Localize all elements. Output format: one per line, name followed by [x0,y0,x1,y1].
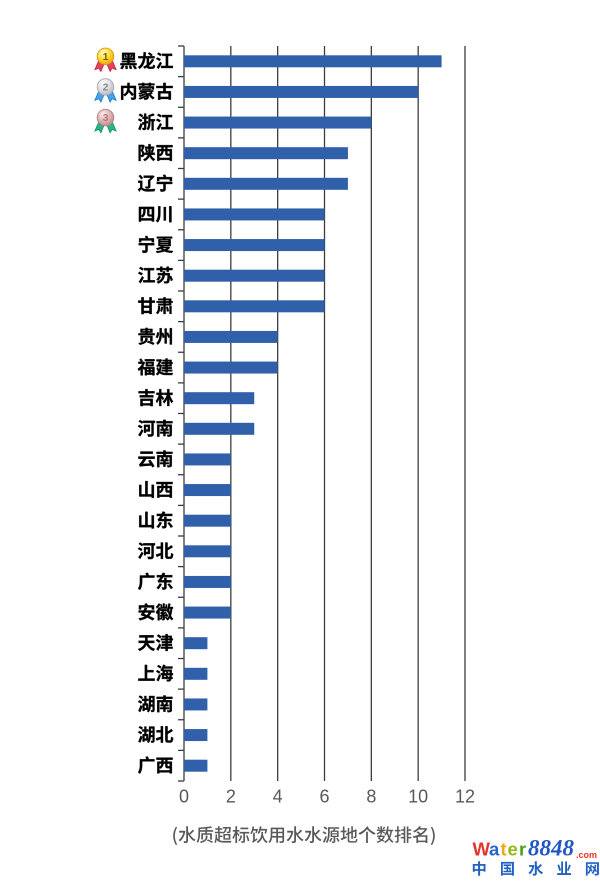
svg-text:r: r [519,839,526,860]
svg-text:t: t [501,839,507,860]
svg-text:6: 6 [319,787,329,807]
svg-text:8848: 8848 [528,836,575,861]
svg-text:.com: .com [576,850,597,860]
svg-text:0: 0 [179,787,189,807]
svg-text:4: 4 [273,787,283,807]
svg-text:10: 10 [408,787,428,807]
svg-text:8: 8 [366,787,376,807]
svg-text:2: 2 [103,82,109,94]
svg-text:3: 3 [103,112,109,124]
svg-text:12: 12 [455,787,475,807]
svg-text:W: W [473,839,491,860]
svg-text:a: a [489,839,500,860]
svg-text:e: e [508,839,518,860]
svg-text:1: 1 [103,51,109,63]
svg-text:2: 2 [226,787,236,807]
